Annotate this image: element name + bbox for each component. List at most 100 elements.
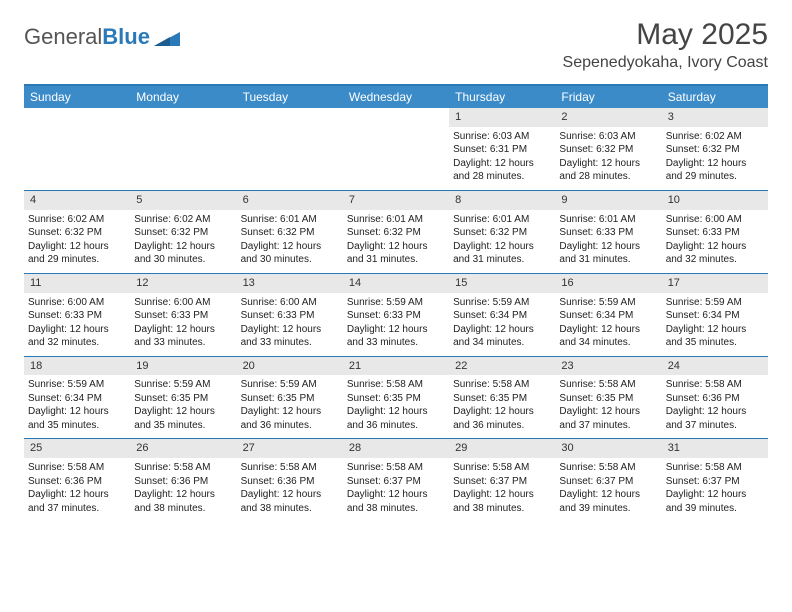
day-number xyxy=(130,108,236,127)
daylight-line: Daylight: 12 hours and 29 minutes. xyxy=(28,240,126,267)
sunset-line: Sunset: 6:35 PM xyxy=(559,392,657,406)
sunrise-line: Sunrise: 5:58 AM xyxy=(347,378,445,392)
sunrise-line: Sunrise: 6:01 AM xyxy=(559,213,657,227)
weekday-header: Sunday xyxy=(24,86,130,108)
day-number: 3 xyxy=(662,108,768,127)
daylight-line: Daylight: 12 hours and 36 minutes. xyxy=(241,405,339,432)
day-cell: 25 Sunrise: 5:58 AMSunset: 6:36 PMDayligh… xyxy=(24,439,130,521)
day-cell: 3Sunrise: 6:02 AMSunset: 6:32 PMDaylight… xyxy=(662,108,768,190)
day-cell xyxy=(24,108,130,190)
sunset-line: Sunset: 6:34 PM xyxy=(453,309,551,323)
day-number: 18 xyxy=(24,357,130,376)
sunset-line: Sunset: 6:33 PM xyxy=(559,226,657,240)
daylight-line: Daylight: 12 hours and 33 minutes. xyxy=(134,323,232,350)
sunset-line: Sunset: 6:32 PM xyxy=(28,226,126,240)
day-number: 15 xyxy=(449,274,555,293)
daylight-line: Daylight: 12 hours and 34 minutes. xyxy=(559,323,657,350)
sunset-line: Sunset: 6:37 PM xyxy=(347,475,445,489)
day-number: 13 xyxy=(237,274,343,293)
day-cell: 27Sunrise: 5:58 AMSunset: 6:36 PMDayligh… xyxy=(237,439,343,521)
day-cell: 19Sunrise: 5:59 AMSunset: 6:35 PMDayligh… xyxy=(130,357,236,439)
daylight-line: Daylight: 12 hours and 31 minutes. xyxy=(559,240,657,267)
day-cell: 6Sunrise: 6:01 AMSunset: 6:32 PMDaylight… xyxy=(237,191,343,273)
day-cell: 24Sunrise: 5:58 AMSunset: 6:36 PMDayligh… xyxy=(662,357,768,439)
sunrise-line: Sunrise: 6:00 AM xyxy=(666,213,764,227)
day-cell: 23Sunrise: 5:58 AMSunset: 6:35 PMDayligh… xyxy=(555,357,661,439)
day-number: 5 xyxy=(130,191,236,210)
sunrise-line: Sunrise: 5:58 AM xyxy=(134,461,232,475)
sunset-line: Sunset: 6:35 PM xyxy=(134,392,232,406)
day-number: 14 xyxy=(343,274,449,293)
daylight-line: Daylight: 12 hours and 35 minutes. xyxy=(666,323,764,350)
day-number: 4 xyxy=(24,191,130,210)
day-number: 29 xyxy=(449,439,555,458)
sunset-line: Sunset: 6:35 PM xyxy=(347,392,445,406)
day-cell: 26Sunrise: 5:58 AMSunset: 6:36 PMDayligh… xyxy=(130,439,236,521)
header: GeneralBlue May 2025 Sepenedyokaha, Ivor… xyxy=(24,18,768,72)
day-cell xyxy=(130,108,236,190)
day-number: 27 xyxy=(237,439,343,458)
daylight-line: Daylight: 12 hours and 31 minutes. xyxy=(453,240,551,267)
day-cell: 4Sunrise: 6:02 AMSunset: 6:32 PMDaylight… xyxy=(24,191,130,273)
day-cell: 31Sunrise: 5:58 AMSunset: 6:37 PMDayligh… xyxy=(662,439,768,521)
daylight-line: Daylight: 12 hours and 33 minutes. xyxy=(241,323,339,350)
sunrise-line: Sunrise: 6:01 AM xyxy=(347,213,445,227)
sunrise-line: Sunrise: 6:00 AM xyxy=(241,296,339,310)
daylight-line: Daylight: 12 hours and 28 minutes. xyxy=(453,157,551,184)
day-number: 31 xyxy=(662,439,768,458)
sunrise-line: Sunrise: 5:59 AM xyxy=(559,296,657,310)
day-number: 9 xyxy=(555,191,661,210)
sunrise-line: Sunrise: 6:00 AM xyxy=(28,296,126,310)
day-cell: 11Sunrise: 6:00 AMSunset: 6:33 PMDayligh… xyxy=(24,274,130,356)
sunset-line: Sunset: 6:32 PM xyxy=(241,226,339,240)
day-cell: 10Sunrise: 6:00 AMSunset: 6:33 PMDayligh… xyxy=(662,191,768,273)
day-cell: 7Sunrise: 6:01 AMSunset: 6:32 PMDaylight… xyxy=(343,191,449,273)
day-number: 19 xyxy=(130,357,236,376)
sunset-line: Sunset: 6:32 PM xyxy=(453,226,551,240)
sunset-line: Sunset: 6:36 PM xyxy=(666,392,764,406)
day-number xyxy=(343,108,449,127)
flag-icon xyxy=(154,28,180,46)
daylight-line: Daylight: 12 hours and 28 minutes. xyxy=(559,157,657,184)
sunrise-line: Sunrise: 6:03 AM xyxy=(559,130,657,144)
day-cell: 12Sunrise: 6:00 AMSunset: 6:33 PMDayligh… xyxy=(130,274,236,356)
sunrise-line: Sunrise: 6:02 AM xyxy=(134,213,232,227)
sunset-line: Sunset: 6:35 PM xyxy=(453,392,551,406)
day-number: 12 xyxy=(130,274,236,293)
sunset-line: Sunset: 6:36 PM xyxy=(28,475,126,489)
day-number: 7 xyxy=(343,191,449,210)
sunrise-line: Sunrise: 6:01 AM xyxy=(241,213,339,227)
day-cell xyxy=(237,108,343,190)
sunrise-line: Sunrise: 6:02 AM xyxy=(666,130,764,144)
sunset-line: Sunset: 6:33 PM xyxy=(241,309,339,323)
daylight-line: Daylight: 12 hours and 37 minutes. xyxy=(559,405,657,432)
day-number: 11 xyxy=(24,274,130,293)
day-cell: 22Sunrise: 5:58 AMSunset: 6:35 PMDayligh… xyxy=(449,357,555,439)
sunrise-line: Sunrise: 5:59 AM xyxy=(241,378,339,392)
daylight-line: Daylight: 12 hours and 29 minutes. xyxy=(666,157,764,184)
daylight-line: Daylight: 12 hours and 37 minutes. xyxy=(666,405,764,432)
day-cell: 2Sunrise: 6:03 AMSunset: 6:32 PMDaylight… xyxy=(555,108,661,190)
sunset-line: Sunset: 6:37 PM xyxy=(453,475,551,489)
day-number xyxy=(237,108,343,127)
day-cell: 20Sunrise: 5:59 AMSunset: 6:35 PMDayligh… xyxy=(237,357,343,439)
sunset-line: Sunset: 6:36 PM xyxy=(241,475,339,489)
sunset-line: Sunset: 6:33 PM xyxy=(347,309,445,323)
day-number: 8 xyxy=(449,191,555,210)
day-number: 22 xyxy=(449,357,555,376)
daylight-line: Daylight: 12 hours and 35 minutes. xyxy=(134,405,232,432)
brand-part1: General xyxy=(24,24,102,49)
daylight-line: Daylight: 12 hours and 32 minutes. xyxy=(28,323,126,350)
day-number: 25 xyxy=(24,439,130,458)
day-cell xyxy=(343,108,449,190)
daylight-line: Daylight: 12 hours and 37 minutes. xyxy=(28,488,126,515)
sunrise-line: Sunrise: 5:58 AM xyxy=(666,378,764,392)
calendar: SundayMondayTuesdayWednesdayThursdayFrid… xyxy=(24,84,768,521)
day-cell: 15Sunrise: 5:59 AMSunset: 6:34 PMDayligh… xyxy=(449,274,555,356)
day-number: 1 xyxy=(449,108,555,127)
daylight-line: Daylight: 12 hours and 34 minutes. xyxy=(453,323,551,350)
daylight-line: Daylight: 12 hours and 31 minutes. xyxy=(347,240,445,267)
day-number: 6 xyxy=(237,191,343,210)
sunrise-line: Sunrise: 5:58 AM xyxy=(28,461,126,475)
sunrise-line: Sunrise: 5:58 AM xyxy=(453,378,551,392)
